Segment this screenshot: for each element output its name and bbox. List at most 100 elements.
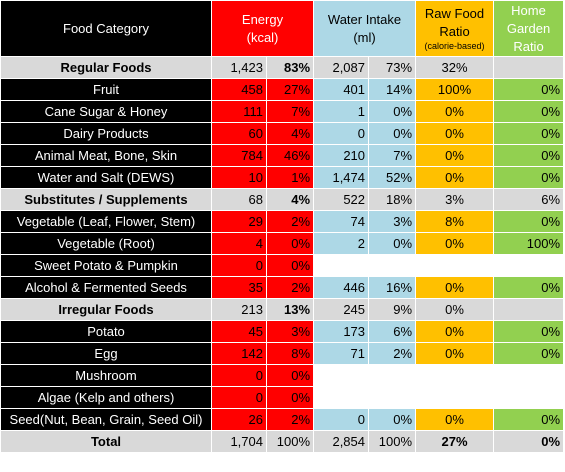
home-garden-cell: 0% bbox=[493, 144, 565, 167]
raw-ratio-cell: 0% bbox=[415, 408, 495, 431]
raw-ratio-cell: 0% bbox=[415, 342, 495, 365]
header-food-category-label: Food Category bbox=[63, 20, 149, 36]
water-value-cell: 0 bbox=[313, 408, 370, 431]
category-cell: Seed(Nut, Bean, Grain, Seed Oil) bbox=[0, 408, 212, 431]
energy-value-cell: 1,423 bbox=[211, 56, 267, 79]
category-cell: Regular Foods bbox=[0, 56, 212, 79]
table-row: Egg 142 8% 71 2% 0% 0% bbox=[0, 342, 565, 365]
energy-percent-cell: 0% bbox=[265, 386, 315, 409]
raw-ratio-cell bbox=[415, 254, 495, 277]
raw-ratio-cell: 8% bbox=[415, 210, 495, 233]
water-percent-cell bbox=[368, 254, 417, 277]
water-value-cell bbox=[313, 386, 370, 409]
raw-ratio-cell: 0% bbox=[415, 144, 495, 167]
energy-value-cell: 784 bbox=[211, 144, 267, 167]
category-cell: Fruit bbox=[0, 78, 212, 101]
raw-ratio-cell bbox=[415, 364, 495, 387]
group-row: Substitutes / Supplements 68 4% 522 18% 3% 6% bbox=[0, 188, 565, 211]
energy-value-cell: 111 bbox=[211, 100, 267, 123]
water-value-cell: 401 bbox=[313, 78, 370, 101]
water-percent-cell bbox=[368, 364, 417, 387]
energy-value-cell: 35 bbox=[211, 276, 267, 299]
group-row: Regular Foods 1,423 83% 2,087 73% 32% bbox=[0, 56, 565, 79]
category-cell: Animal Meat, Bone, Skin bbox=[0, 144, 212, 167]
energy-percent-cell: 0% bbox=[265, 232, 315, 255]
header-raw-note: (calorie-based) bbox=[424, 41, 485, 51]
energy-value-cell: 0 bbox=[211, 364, 267, 387]
home-garden-cell bbox=[493, 298, 565, 321]
group-row: Irregular Foods 213 13% 245 9% 0% bbox=[0, 298, 565, 321]
energy-percent-cell: 4% bbox=[265, 188, 315, 211]
category-cell: Algae (Kelp and others) bbox=[0, 386, 212, 409]
energy-percent-cell: 83% bbox=[265, 56, 315, 79]
home-garden-cell: 0% bbox=[493, 320, 565, 343]
energy-value-cell: 0 bbox=[211, 386, 267, 409]
total-row: Total 1,704 100% 2,854 100% 27% 0% bbox=[0, 430, 565, 453]
category-cell: Dairy Products bbox=[0, 122, 212, 145]
water-value-cell: 2,087 bbox=[313, 56, 370, 79]
table-row: Dairy Products 60 4% 0 0% 0% 0% bbox=[0, 122, 565, 145]
total-water-value-cell: 2,854 bbox=[313, 430, 370, 453]
energy-percent-cell: 0% bbox=[265, 364, 315, 387]
raw-ratio-cell: 0% bbox=[415, 298, 495, 321]
table-row: Water and Salt (DEWS) 10 1% 1,474 52% 0% 0% bbox=[0, 166, 565, 189]
water-value-cell bbox=[313, 254, 370, 277]
water-percent-cell: 18% bbox=[368, 188, 417, 211]
energy-value-cell: 60 bbox=[211, 122, 267, 145]
home-garden-cell: 0% bbox=[493, 408, 565, 431]
water-value-cell: 173 bbox=[313, 320, 370, 343]
total-energy-percent-cell: 100% bbox=[265, 430, 315, 453]
header-raw-line1: Raw Food bbox=[424, 6, 485, 21]
energy-percent-cell: 2% bbox=[265, 408, 315, 431]
table-row: Potato 45 3% 173 6% 0% 0% bbox=[0, 320, 565, 343]
water-percent-cell: 7% bbox=[368, 144, 417, 167]
header-energy: Energy (kcal) bbox=[210, 0, 315, 57]
category-cell: Alcohol & Fermented Seeds bbox=[0, 276, 212, 299]
header-water-label: Water Intake bbox=[327, 11, 402, 27]
raw-ratio-cell: 3% bbox=[415, 188, 495, 211]
water-percent-cell: 0% bbox=[368, 408, 417, 431]
water-value-cell: 210 bbox=[313, 144, 370, 167]
energy-value-cell: 458 bbox=[211, 78, 267, 101]
water-percent-cell: 16% bbox=[368, 276, 417, 299]
table-row: Mushroom 0 0% bbox=[0, 364, 565, 387]
energy-percent-cell: 4% bbox=[265, 122, 315, 145]
energy-value-cell: 10 bbox=[211, 166, 267, 189]
raw-ratio-cell: 100% bbox=[415, 78, 495, 101]
water-percent-cell: 9% bbox=[368, 298, 417, 321]
home-garden-cell: 0% bbox=[493, 122, 565, 145]
header-food-category: Food Category bbox=[0, 0, 212, 57]
energy-value-cell: 0 bbox=[211, 254, 267, 277]
table-row: Cane Sugar & Honey 111 7% 1 0% 0% 0% bbox=[0, 100, 565, 123]
water-percent-cell: 6% bbox=[368, 320, 417, 343]
home-garden-cell bbox=[493, 254, 565, 277]
energy-value-cell: 213 bbox=[211, 298, 267, 321]
home-garden-cell: 0% bbox=[493, 276, 565, 299]
energy-value-cell: 45 bbox=[211, 320, 267, 343]
total-raw-ratio-cell: 27% bbox=[415, 430, 495, 453]
water-percent-cell: 2% bbox=[368, 342, 417, 365]
header-row: Food Category Energy (kcal) Water Intake… bbox=[0, 0, 565, 57]
category-cell: Cane Sugar & Honey bbox=[0, 100, 212, 123]
raw-ratio-cell: 0% bbox=[415, 320, 495, 343]
raw-ratio-cell: 0% bbox=[415, 122, 495, 145]
home-garden-cell bbox=[493, 364, 565, 387]
energy-value-cell: 4 bbox=[211, 232, 267, 255]
energy-percent-cell: 2% bbox=[265, 210, 315, 233]
energy-value-cell: 26 bbox=[211, 408, 267, 431]
water-value-cell: 1,474 bbox=[313, 166, 370, 189]
home-garden-cell: 0% bbox=[493, 78, 565, 101]
header-home-line3: Ratio bbox=[513, 38, 544, 54]
water-value-cell: 522 bbox=[313, 188, 370, 211]
category-cell: Sweet Potato & Pumpkin bbox=[0, 254, 212, 277]
table-row: Vegetable (Root) 4 0% 2 0% 0% 100% bbox=[0, 232, 565, 255]
energy-percent-cell: 46% bbox=[265, 144, 315, 167]
category-cell: Substitutes / Supplements bbox=[0, 188, 212, 211]
energy-percent-cell: 0% bbox=[265, 254, 315, 277]
energy-percent-cell: 8% bbox=[265, 342, 315, 365]
total-home-garden-cell: 0% bbox=[493, 430, 565, 453]
raw-ratio-cell: 0% bbox=[415, 166, 495, 189]
table-row: Fruit 458 27% 401 14% 100% 0% bbox=[0, 78, 565, 101]
raw-ratio-cell bbox=[415, 386, 495, 409]
energy-percent-cell: 7% bbox=[265, 100, 315, 123]
